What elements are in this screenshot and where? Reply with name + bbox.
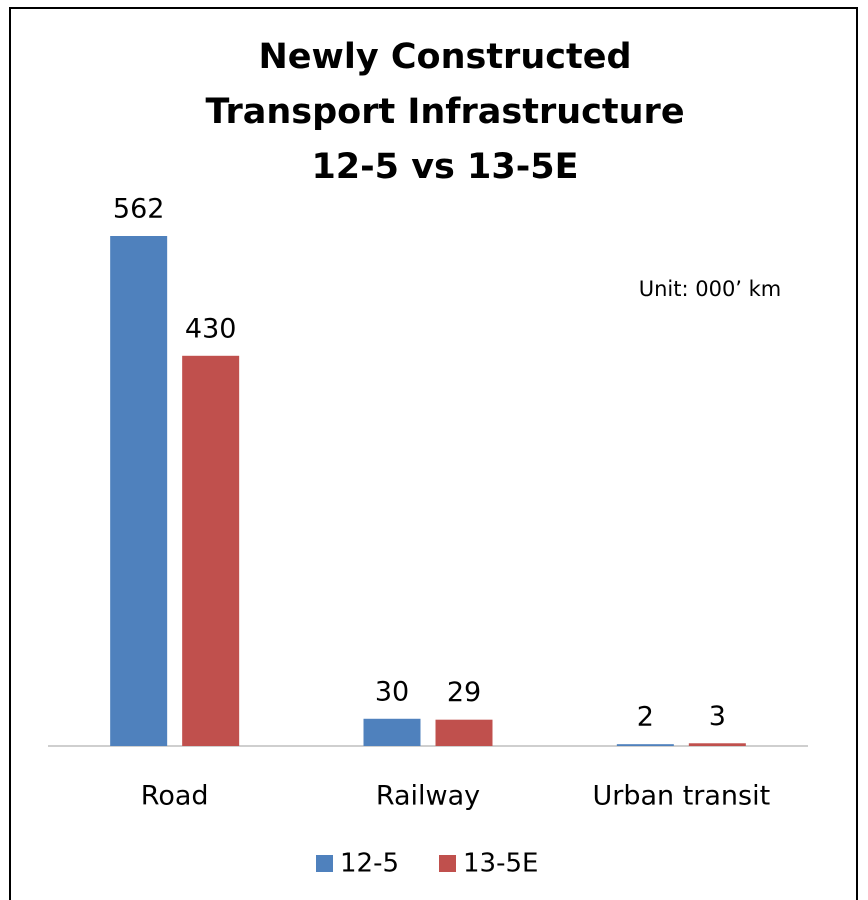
legend-swatch xyxy=(439,855,456,872)
data-label: 29 xyxy=(447,677,481,708)
bar xyxy=(435,719,493,746)
chart-title: Newly Constructed xyxy=(258,37,631,77)
data-label: 562 xyxy=(113,194,165,225)
data-label: 30 xyxy=(375,676,409,707)
data-label: 430 xyxy=(185,313,237,344)
x-tick-label: Urban transit xyxy=(592,781,770,812)
annotation: Unit: 000’ km xyxy=(639,277,782,301)
x-tick-label: Railway xyxy=(376,781,480,812)
x-tick-label: Road xyxy=(141,781,209,812)
bar xyxy=(182,355,240,746)
chart-title: 12-5 vs 13-5E xyxy=(311,147,578,187)
data-label: 3 xyxy=(709,701,726,732)
chart-title: Transport Infrastructure xyxy=(205,92,684,132)
bar xyxy=(688,743,746,746)
data-label: 2 xyxy=(637,702,654,733)
bar xyxy=(616,744,674,746)
legend-label: 12-5 xyxy=(340,849,399,879)
legend-label: 13-5E xyxy=(463,849,538,879)
bar xyxy=(110,236,168,746)
legend-swatch xyxy=(316,855,333,872)
bar xyxy=(363,718,421,746)
